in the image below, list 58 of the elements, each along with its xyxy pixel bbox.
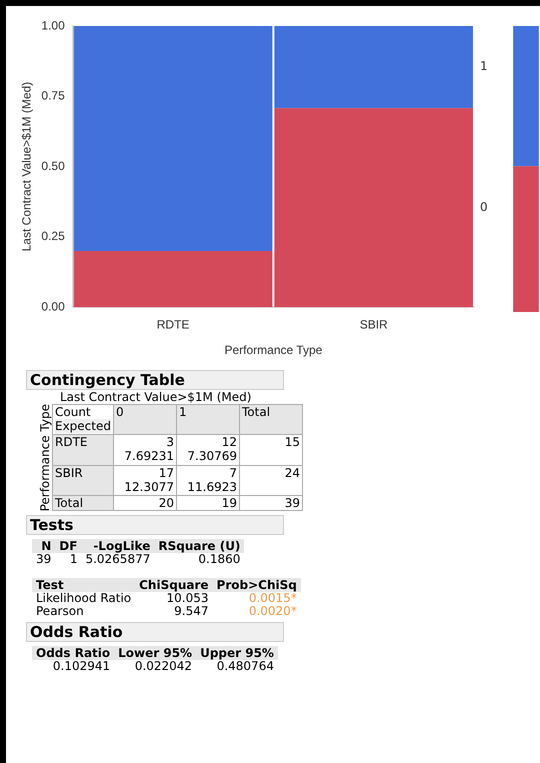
category-label: 1 [176,404,240,435]
category-label: SBIR [55,466,83,480]
category-label: 0 [114,404,176,435]
bar [74,26,272,251]
text: Contingency Table [26,370,284,390]
text: 39 [36,552,52,566]
text: 3 7.69231 [124,435,174,464]
text: 0.0015* [248,591,297,606]
y-axis-title: Last Contract Value>$1M (Med) [20,82,34,252]
bar [74,250,272,308]
text: Count [55,405,92,419]
text: 24 [284,466,300,480]
text: 7 11.6923 [187,466,237,494]
category-label: Prob>ChiSq [212,578,301,592]
category-label: RSquare (U) [154,539,244,554]
y-tick-label: 0.75 [41,88,66,103]
y-tick-label: 0.25 [41,229,66,244]
category-label: Total [55,496,84,510]
text: 17 12.3077 [124,466,174,494]
category-label: Total [240,404,302,435]
category-label: DF [55,539,82,554]
text: 0.022042 [134,659,192,674]
text: Performance Type [38,404,52,512]
category-label: Upper 95% [196,646,278,660]
series-label: 1 [480,59,488,74]
category-label: RDTE [55,435,88,450]
text: Tests [26,515,284,536]
text: Odds Ratio [26,622,284,642]
text: 20 [158,496,174,510]
x-axis-title: Performance Type [224,343,323,358]
text: 10.053 [166,591,209,606]
y-tick-label: 0.50 [41,158,66,173]
y-tick-label: 0.00 [41,300,66,314]
text: 39 [284,496,300,510]
text: 1 [70,552,78,566]
text: 15 [284,435,300,450]
category-label: Odds Ratio [32,646,114,660]
text: 0.480764 [216,659,274,674]
text: 9.547 [174,604,209,618]
category-label: N [32,539,56,554]
text: 12 7.30769 [187,435,237,464]
text: Last Contract Value>$1M (Med) [60,390,252,404]
bar [274,108,473,308]
text: Expected [55,419,111,433]
category-label: Test [32,578,136,592]
bar [274,26,473,108]
y-tick-label: 1.00 [41,18,66,32]
text: 0.102941 [52,659,110,674]
text: Likelihood Ratio [36,591,132,606]
text: 5.0265877 [85,552,150,566]
category-label: Lower 95% [114,646,196,660]
series-label: 0 [480,200,488,214]
category-label: -LogLike [81,539,154,554]
text: Pearson [36,604,84,618]
text: 0.0020* [248,604,297,618]
text: 0.1860 [198,552,240,566]
category-label: ChiSquare [135,578,213,592]
text: 19 [222,496,237,510]
